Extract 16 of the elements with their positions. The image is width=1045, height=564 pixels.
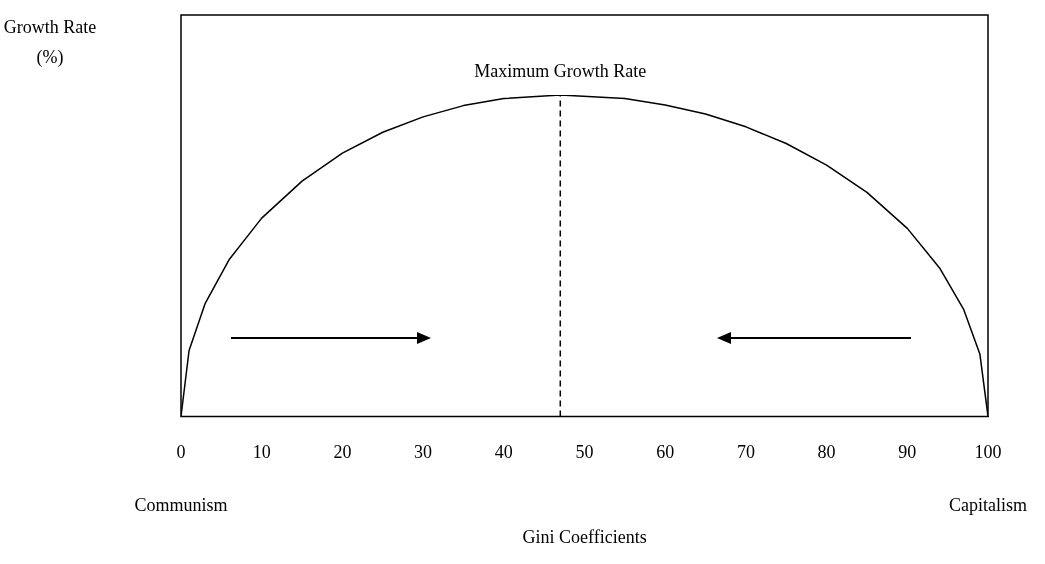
x-tick-label: 100 xyxy=(974,441,1002,462)
x-tick-label: 60 xyxy=(656,441,675,462)
x-tick-label: 70 xyxy=(736,441,755,462)
x-tick-label: 40 xyxy=(494,441,513,462)
x-tick-label: 30 xyxy=(414,441,433,462)
text: Capitalism xyxy=(949,495,1027,516)
x-tick-label: 10 xyxy=(252,441,271,462)
x-tick-label: 90 xyxy=(898,441,917,462)
x-tick-label: 50 xyxy=(575,441,594,462)
x-tick-label: 20 xyxy=(333,441,352,462)
text: Growth Rate (%) xyxy=(2,16,98,69)
x-axis-title: Gini Coefficients xyxy=(522,527,647,548)
text: Communism xyxy=(134,495,228,516)
ref-line-label: Maximum Growth Rate xyxy=(474,60,647,81)
x-tick-label: 80 xyxy=(817,441,836,462)
x-tick-label: 0 xyxy=(176,441,186,462)
